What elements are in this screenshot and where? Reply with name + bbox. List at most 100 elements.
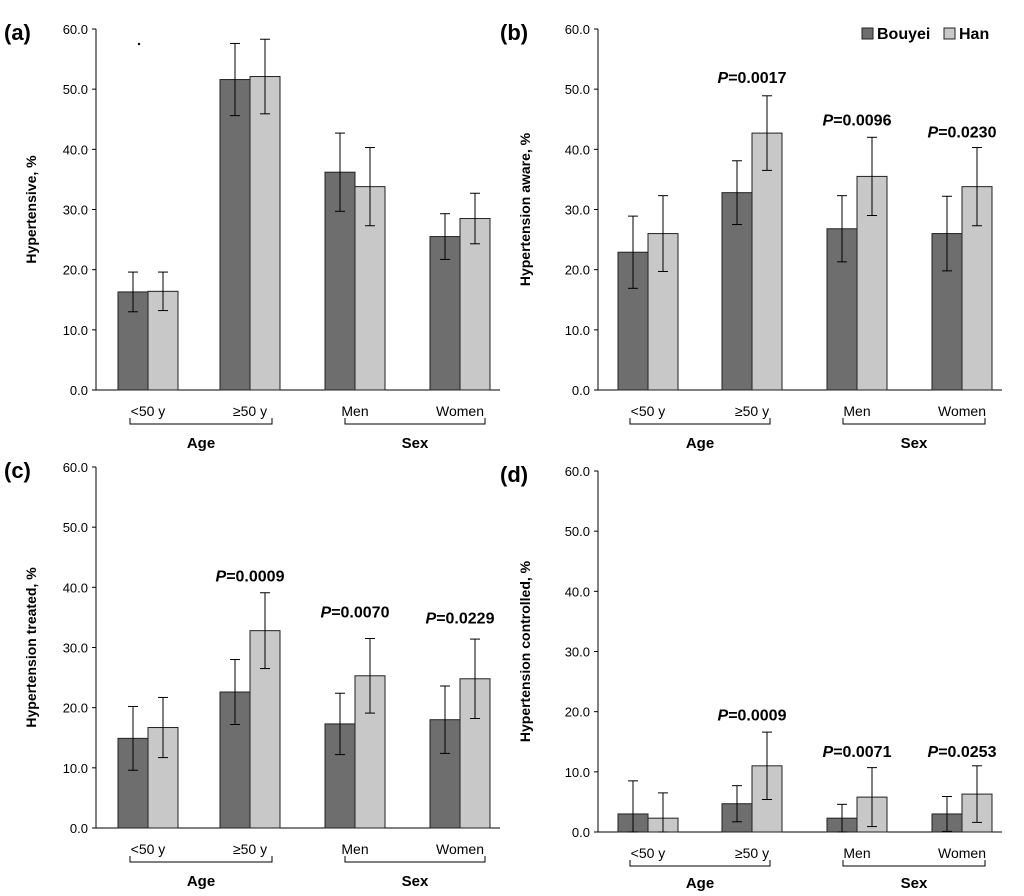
y-tick-label: 20.0 <box>63 263 88 278</box>
group-label: Age <box>187 873 215 890</box>
chart-panel: (c) 0.0 10.0 20.0 30.0 40.0 50.0 60.0 Hypertensi… <box>4 458 500 890</box>
p-value-symbol: P <box>823 744 834 761</box>
y-tick-label: 20.0 <box>565 705 590 720</box>
p-value-text: =0.0071 <box>833 744 891 761</box>
group-label: Sex <box>402 435 429 452</box>
x-tick-label: Women <box>436 403 484 419</box>
p-value-annotation: P=0.0009 <box>216 568 285 585</box>
y-tick-label: 0.0 <box>70 383 88 398</box>
stray-dot <box>137 42 141 46</box>
group-label: Age <box>187 435 215 452</box>
y-tick-label: 60.0 <box>63 460 88 475</box>
x-tick-label: ≥50 y <box>735 845 769 861</box>
y-axis-label: Hypertension treated, % <box>23 567 39 728</box>
panel-label: (b) <box>500 20 528 45</box>
p-value-text: =0.0230 <box>938 124 996 141</box>
group-bracket <box>842 418 986 425</box>
group-label: Age <box>686 875 714 892</box>
x-tick-label: Men <box>843 845 870 861</box>
panel-label: (c) <box>4 458 31 483</box>
p-value-annotation: P=0.0229 <box>426 610 495 627</box>
p-value-text: =0.0017 <box>728 70 786 87</box>
group-bracket <box>344 418 486 425</box>
p-value-symbol: P <box>426 610 437 627</box>
y-tick-label: 20.0 <box>565 263 590 278</box>
y-tick-label: 0.0 <box>70 821 88 836</box>
y-axis-label: Hypertensive, % <box>23 155 39 264</box>
y-tick-label: 0.0 <box>572 383 590 398</box>
p-value-symbol: P <box>928 124 939 141</box>
legend-label-bouyei: Bouyei <box>877 26 930 43</box>
p-value-annotation: P=0.0071 <box>823 744 892 761</box>
p-value-symbol: P <box>718 708 729 725</box>
panel-label: (a) <box>4 20 31 45</box>
group-bracket <box>129 856 273 863</box>
bar-han <box>751 132 783 391</box>
x-tick-label: ≥50 y <box>233 403 267 419</box>
y-tick-label: 60.0 <box>63 22 88 37</box>
group-label: Age <box>686 435 714 452</box>
p-value-text: =0.0229 <box>436 610 494 627</box>
bar-bouyei <box>219 79 251 391</box>
p-value-text: =0.0096 <box>833 112 891 129</box>
y-tick-label: 10.0 <box>565 323 590 338</box>
legend: Bouyei Han <box>861 26 989 43</box>
y-tick-label: 0.0 <box>572 825 590 840</box>
p-value-symbol: P <box>321 604 332 621</box>
p-value-annotation: P=0.0230 <box>928 124 997 141</box>
y-tick-label: 50.0 <box>63 82 88 97</box>
p-value-symbol: P <box>718 70 729 87</box>
y-tick-label: 30.0 <box>565 203 590 218</box>
y-tick-label: 40.0 <box>63 142 88 157</box>
group-bracket <box>842 860 986 867</box>
chart-panel: (d) 0.0 10.0 20.0 30.0 40.0 50.0 60.0 Hypertensi… <box>500 462 1002 892</box>
legend-swatch-bouyei <box>861 27 874 40</box>
p-value-annotation: P=0.0017 <box>718 70 787 87</box>
y-tick-label: 10.0 <box>63 761 88 776</box>
y-tick-label: 40.0 <box>63 580 88 595</box>
x-tick-label: <50 y <box>131 403 166 419</box>
bar-han <box>249 76 281 391</box>
y-axis-label: Hypertension controlled, % <box>517 560 533 742</box>
group-bracket <box>129 418 273 425</box>
y-tick-label: 50.0 <box>565 82 590 97</box>
x-tick-label: <50 y <box>631 403 666 419</box>
panel-label: (d) <box>500 462 528 487</box>
x-tick-label: Men <box>843 403 870 419</box>
p-value-annotation: P=0.0096 <box>823 112 892 129</box>
y-tick-label: 30.0 <box>63 641 88 656</box>
p-value-text: =0.0253 <box>938 744 996 761</box>
y-tick-label: 40.0 <box>565 142 590 157</box>
x-tick-label: Men <box>341 841 368 857</box>
y-tick-label: 30.0 <box>63 203 88 218</box>
p-value-text: =0.0009 <box>226 568 284 585</box>
y-tick-label: 20.0 <box>63 701 88 716</box>
p-value-text: =0.0070 <box>331 604 389 621</box>
x-tick-label: Women <box>938 845 986 861</box>
y-tick-label: 30.0 <box>565 645 590 660</box>
x-tick-label: Women <box>436 841 484 857</box>
p-value-symbol: P <box>216 568 227 585</box>
legend-label-han: Han <box>959 26 989 43</box>
y-tick-label: 10.0 <box>63 323 88 338</box>
group-bracket <box>629 860 771 867</box>
x-tick-label: Men <box>341 403 368 419</box>
group-label: Sex <box>901 875 928 892</box>
y-tick-label: 50.0 <box>565 524 590 539</box>
y-tick-label: 10.0 <box>565 765 590 780</box>
legend-swatch-han <box>943 27 956 40</box>
chart-panel: (b) 0.0 10.0 20.0 30.0 40.0 50.0 60.0 Hypertensi… <box>500 20 1002 452</box>
group-label: Sex <box>402 873 429 890</box>
group-bracket <box>629 418 771 425</box>
group-label: Sex <box>901 435 928 452</box>
x-tick-label: Women <box>938 403 986 419</box>
chart-panel: (a) 0.0 10.0 20.0 30.0 40.0 50.0 60.0 Hypertensi… <box>4 20 500 452</box>
group-bracket <box>344 856 486 863</box>
y-tick-label: 40.0 <box>565 584 590 599</box>
y-axis-label: Hypertension aware, % <box>517 132 533 286</box>
p-value-text: =0.0009 <box>728 708 786 725</box>
p-value-annotation: P=0.0070 <box>321 604 390 621</box>
x-tick-label: <50 y <box>631 845 666 861</box>
bar-han <box>459 218 491 391</box>
